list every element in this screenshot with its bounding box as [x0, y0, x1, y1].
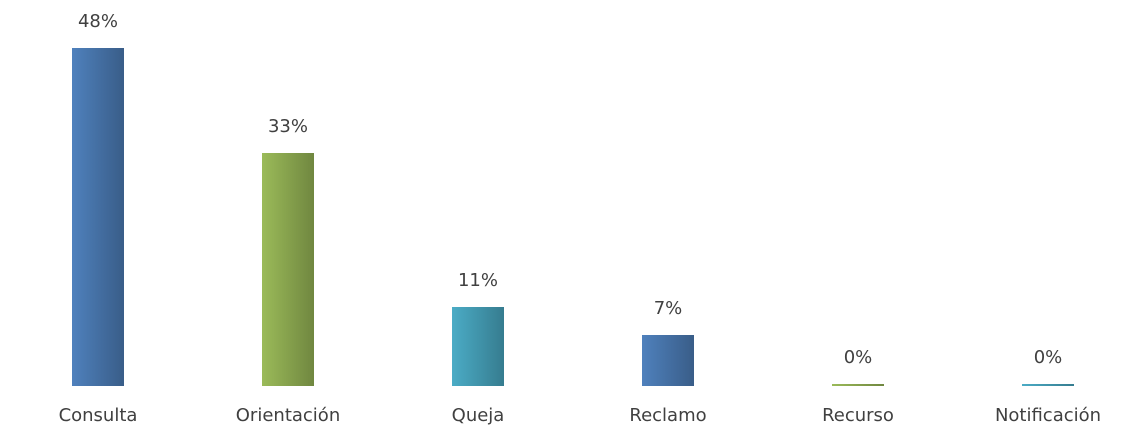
x-tick-label: Orientación	[236, 405, 340, 426]
value-label: 0%	[844, 347, 873, 368]
value-label: 7%	[654, 298, 683, 319]
bar	[262, 153, 314, 386]
value-label: 48%	[78, 11, 118, 32]
x-tick-label: Consulta	[59, 405, 138, 426]
x-tick-label: Reclamo	[629, 405, 706, 426]
value-label: 0%	[1034, 347, 1063, 368]
x-tick-label: Queja	[452, 405, 505, 426]
x-tick-label: Recurso	[822, 405, 894, 426]
bar	[72, 48, 124, 386]
x-tick-label: Notificación	[995, 405, 1101, 426]
value-label: 11%	[458, 270, 498, 291]
value-label: 33%	[268, 116, 308, 137]
bar	[1022, 384, 1074, 386]
bar	[452, 307, 504, 386]
bar	[642, 335, 694, 386]
bar	[832, 384, 884, 386]
